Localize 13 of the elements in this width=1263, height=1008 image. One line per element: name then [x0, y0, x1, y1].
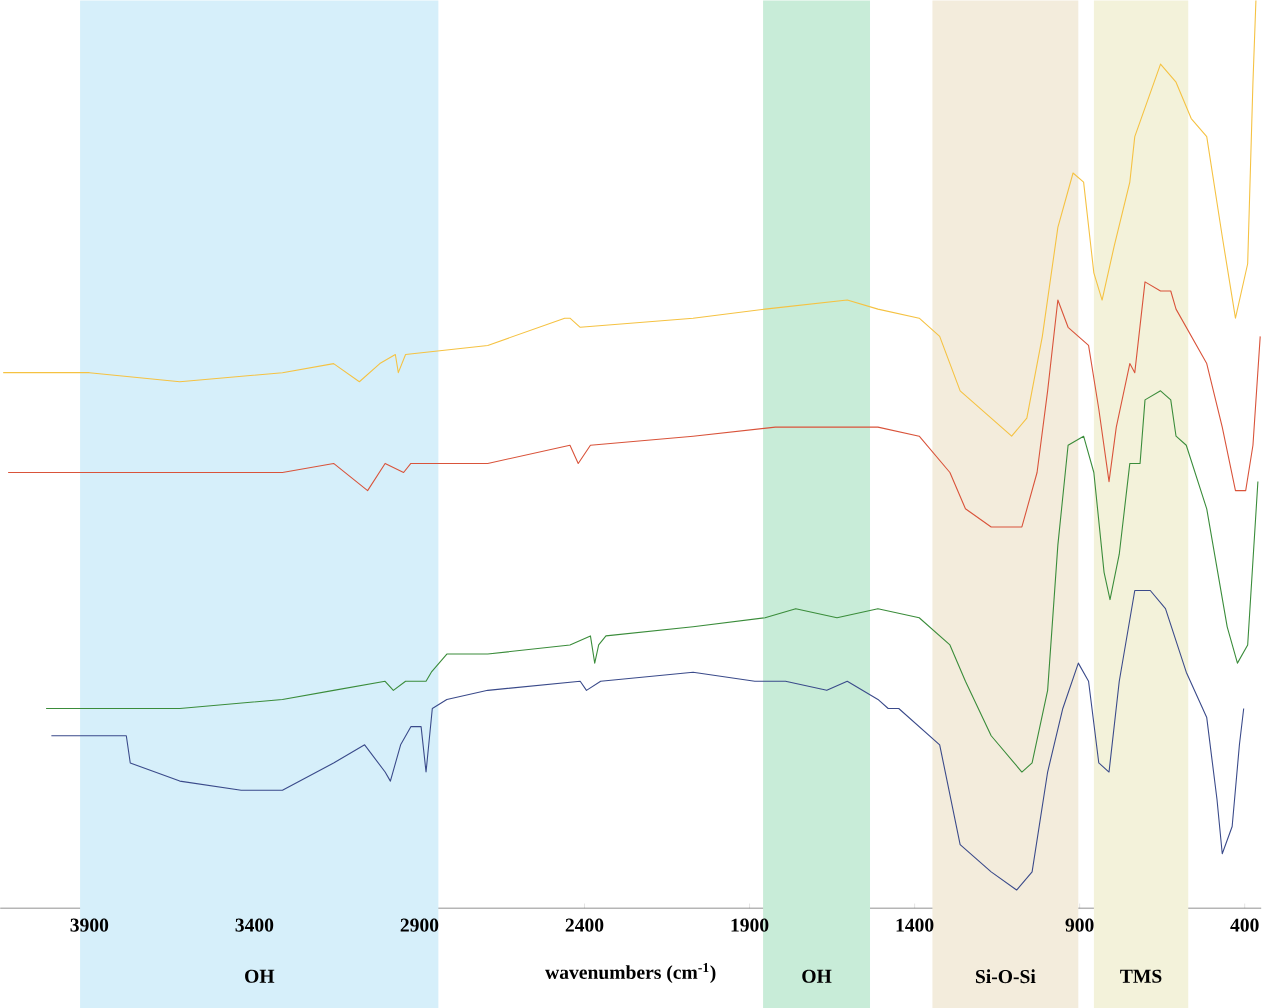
band-label: OH: [245, 969, 275, 983]
band-label: OH: [802, 969, 832, 983]
x-tick-label: 1900: [731, 918, 769, 932]
x-tick-label: 3400: [235, 918, 274, 932]
x-tick-label: 2900: [400, 918, 439, 932]
x-tick-label: 900: [1065, 918, 1094, 932]
band-label: Si-O-Si: [975, 969, 1036, 984]
x-axis-title: wavenumbers (cm$^{-1}$): [545, 962, 716, 983]
x-tick-label: 400: [1230, 918, 1259, 932]
x-tick-label: 2400: [565, 918, 604, 932]
x-tick-label: 3900: [70, 918, 109, 932]
band-label: TMS: [1120, 969, 1162, 983]
x-tick-label: 1400: [896, 918, 934, 932]
